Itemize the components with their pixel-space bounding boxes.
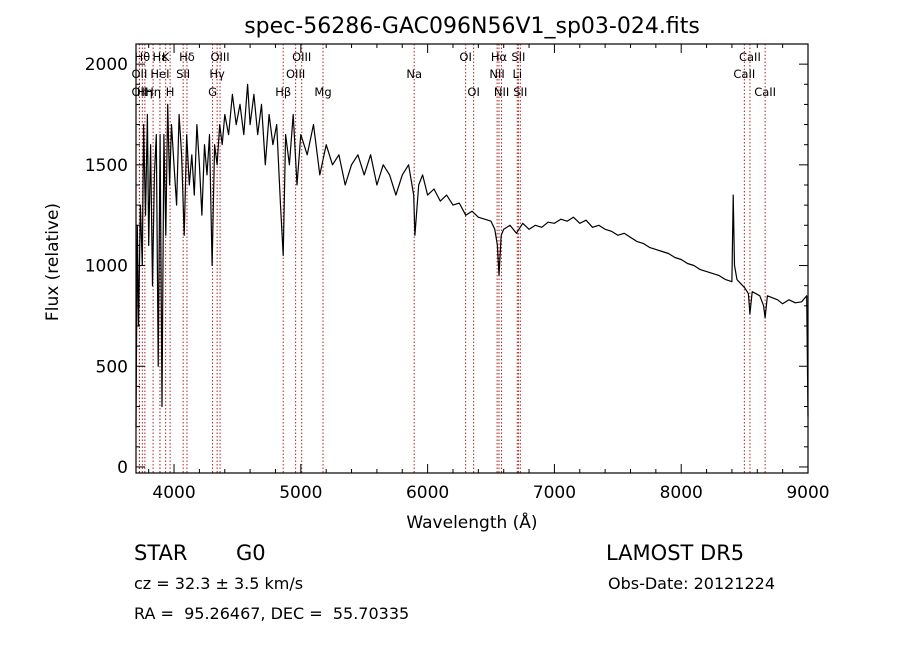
y-tick-label-3: 1500: [85, 156, 128, 176]
line-label-20: OI: [467, 85, 479, 99]
spectrum-series-line: [135, 83, 809, 427]
line-label-22: Hα: [491, 50, 508, 64]
line-label-5: Hε: [153, 50, 168, 64]
line-label-9: SII: [176, 67, 190, 81]
spectral-line-markers: [138, 44, 766, 473]
x-tick-label-1: 5000: [279, 483, 322, 503]
object-subclass: G0: [236, 541, 266, 565]
object-class: STAR: [134, 541, 188, 565]
line-label-13: OIII: [210, 50, 229, 64]
x-tick-label-0: 4000: [152, 483, 195, 503]
y-tick-label-4: 2000: [85, 55, 128, 75]
line-label-28: CaII: [739, 50, 761, 64]
line-label-3: Hη: [137, 85, 153, 99]
line-label-17: Mg: [314, 85, 331, 99]
chart-title: spec-56286-GAC096N56V1_sp03-024.fits: [244, 14, 700, 39]
coordinates-text: RA = 95.26467, DEC = 55.70335: [134, 604, 410, 623]
redshift-text: cz = 32.3 ± 3.5 km/s: [134, 574, 304, 593]
y-tick-label-0: 0: [117, 458, 128, 478]
line-label-8: H: [166, 85, 175, 99]
line-label-25: SII: [511, 50, 525, 64]
survey-name: LAMOST DR5: [606, 541, 745, 565]
x-tick-label-2: 6000: [406, 483, 449, 503]
obs-date-text: Obs-Date: 20121224: [608, 574, 776, 593]
x-tick-label-4: 8000: [660, 483, 703, 503]
line-label-16: OIII: [292, 50, 311, 64]
line-label-29: CaII: [754, 85, 776, 99]
line-label-14: Hβ: [275, 85, 291, 99]
line-label-24: Li: [512, 67, 522, 81]
line-label-19: OI: [459, 50, 471, 64]
x-axis-label: Wavelength (Å): [406, 511, 537, 533]
plot-frame: [135, 43, 809, 474]
line-label-4: Hη: [145, 85, 161, 99]
x-tick-label-5: 9000: [786, 483, 829, 503]
y-axis-label: Flux (relative): [43, 203, 63, 321]
y-tick-label-2: 1000: [85, 257, 128, 277]
line-label-21: NII: [489, 67, 504, 81]
line-label-6: HeI: [150, 67, 169, 81]
line-label-7: K: [162, 50, 170, 64]
line-label-10: Hδ: [179, 50, 195, 64]
y-tick-label-1: 500: [96, 357, 128, 377]
x-axis: 4000 5000 6000 7000 8000 9000: [148, 44, 830, 503]
line-label-0: OII: [132, 67, 148, 81]
line-label-12: Hγ: [209, 67, 225, 81]
y-axis: 0 500 1000 1500 2000: [85, 55, 808, 478]
line-label-27: CaII: [733, 67, 755, 81]
line-label-23: NII: [494, 85, 509, 99]
line-label-15: OIII: [286, 67, 305, 81]
line-label-11: G: [208, 85, 217, 99]
line-label-2: Hθ: [134, 50, 150, 64]
line-label-26: SII: [513, 85, 527, 99]
spectral-line-labels: OIIOIIHθHηHηHεHeIKHSIIHδGHγOIIIHβOIIIOII…: [132, 50, 777, 99]
line-label-18: Na: [406, 67, 422, 81]
x-tick-label-3: 7000: [533, 483, 576, 503]
